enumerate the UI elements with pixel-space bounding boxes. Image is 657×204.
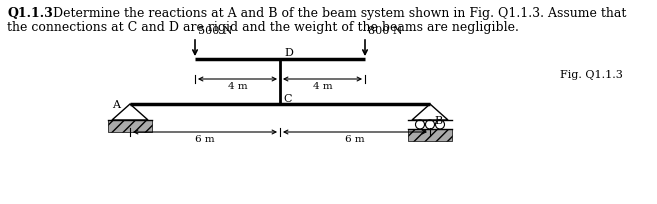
- Text: 4 m: 4 m: [228, 82, 247, 91]
- Text: B: B: [434, 115, 442, 125]
- Text: Determine the reactions at A and B of the beam system shown in Fig. Q1.1.3. Assu: Determine the reactions at A and B of th…: [45, 7, 626, 20]
- Polygon shape: [108, 120, 152, 132]
- Text: Q1.1.3: Q1.1.3: [7, 7, 53, 20]
- Text: A: A: [112, 100, 120, 110]
- Text: the connections at C and D are rigid and the weight of the beams are negligible.: the connections at C and D are rigid and…: [7, 21, 519, 34]
- Text: 4 m: 4 m: [313, 82, 332, 91]
- Text: 6 m: 6 m: [345, 134, 365, 143]
- Text: 800 N: 800 N: [368, 26, 403, 36]
- Text: 6 m: 6 m: [195, 134, 215, 143]
- Text: 500 N: 500 N: [198, 26, 233, 36]
- Polygon shape: [408, 129, 452, 141]
- Text: Fig. Q1.1.3: Fig. Q1.1.3: [560, 70, 623, 80]
- Text: D: D: [284, 48, 293, 58]
- Text: C: C: [283, 94, 292, 103]
